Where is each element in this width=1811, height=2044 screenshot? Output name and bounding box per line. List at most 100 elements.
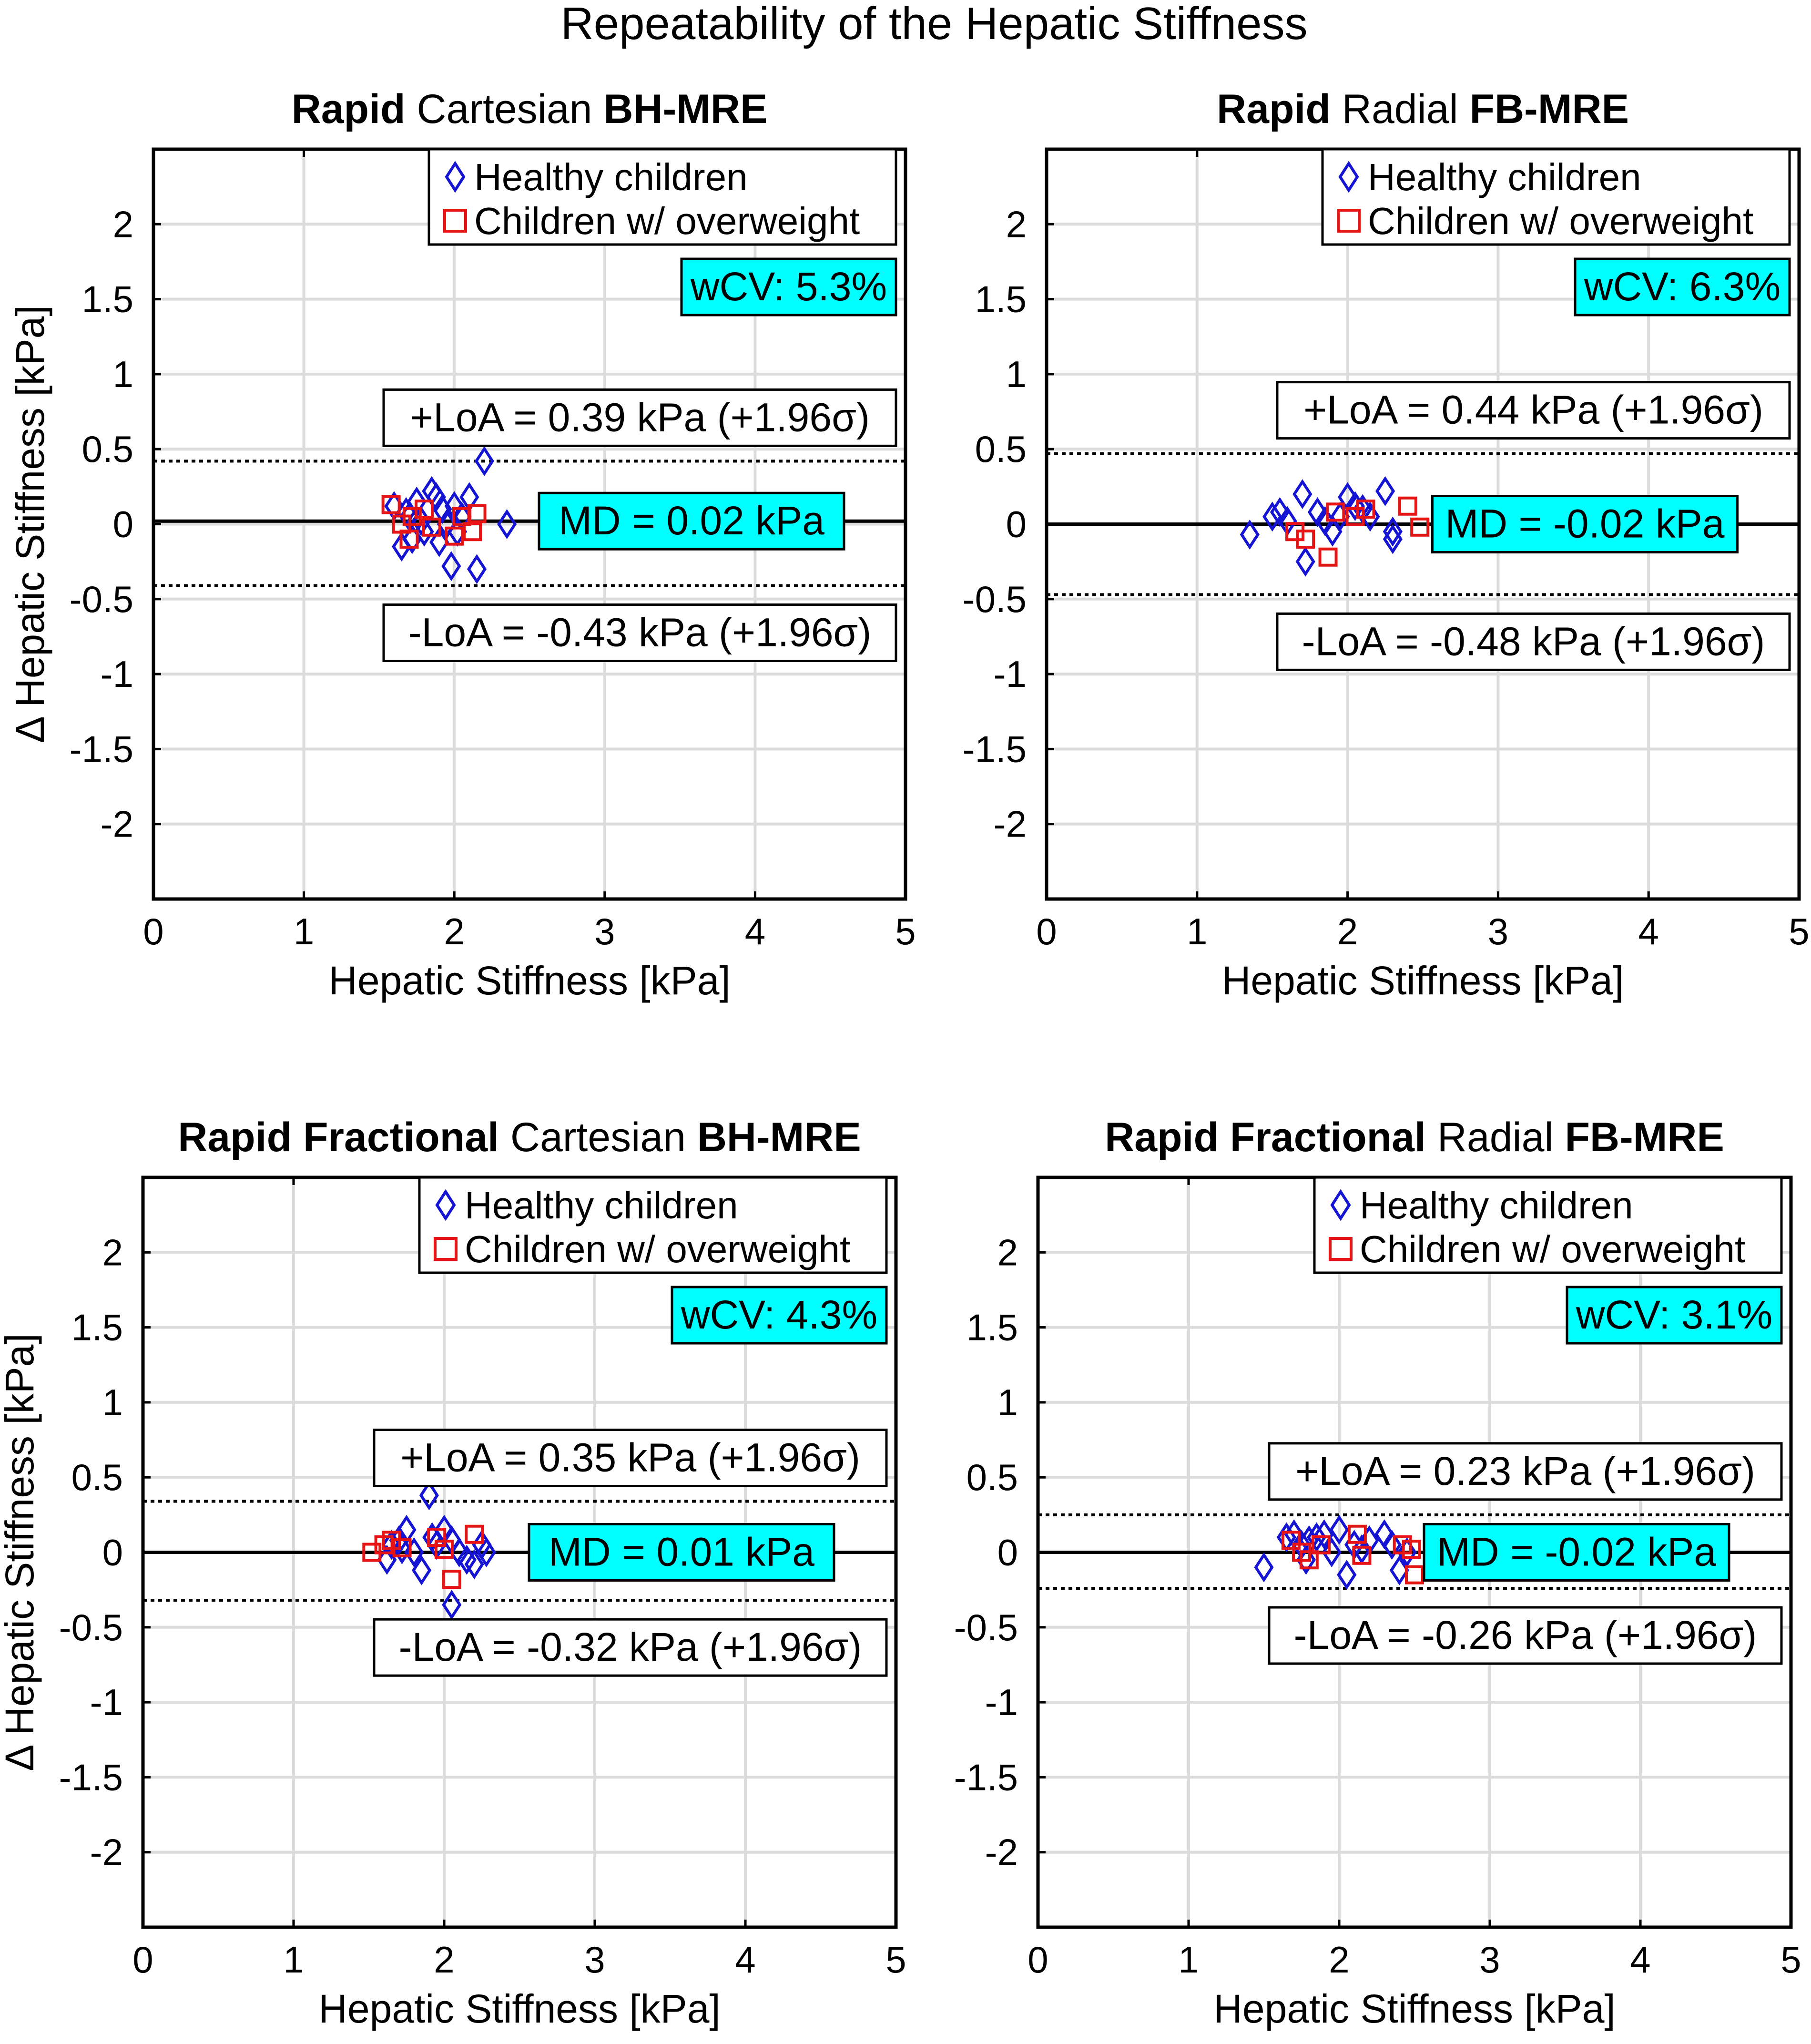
upper-loa-label: +LoA = 0.39 kPa (+1.96σ) [410,395,870,439]
overweight-point [1318,547,1338,567]
x-tick-label: 2 [434,1939,454,1981]
overweight-point [442,1570,461,1589]
panel-title-part: BH-MRE [697,1114,861,1160]
overweight-point [1410,517,1430,537]
legend-overweight-label: Children w/ overweight [474,200,860,242]
healthy-point [392,1534,412,1564]
healthy-point [1254,1552,1274,1583]
x-tick-label: 1 [294,910,314,952]
overweight-point [1312,1535,1331,1554]
healthy-point [1397,1537,1417,1567]
x-axis-label: Hepatic Stiffness [kPa] [1213,1986,1616,2031]
wcv-box [1566,1286,1783,1345]
wcv-box [1574,257,1791,317]
healthy-point [1314,1519,1334,1550]
overweight-point [465,1524,484,1544]
overweight-point [445,526,464,546]
y-tick-label: 2 [997,1231,1018,1273]
healthy-point [464,1549,484,1580]
panel-title-part: FB-MRE [1470,86,1629,132]
healthy-point [1337,1560,1357,1590]
mean-difference-box [1423,1523,1730,1582]
y-axis-label: Δ Hepatic Stiffness [kPa] [8,305,52,743]
y-tick-label: -0.5 [59,1606,123,1648]
mean-difference-box [528,1523,835,1582]
x-tick-label: 4 [1638,910,1659,952]
y-tick-label: 0.5 [82,428,133,470]
y-tick-label: -2 [994,803,1027,845]
healthy-point [1322,1537,1342,1567]
chart-panel-1: 0 1 2 3 4 5 2 1.5 1 0.5 0 -0.5 -1 -1.5 -2 Hepatic Stiff… [8,86,916,1003]
overweight-point [1299,1550,1319,1570]
x-tick-label: 3 [594,910,615,952]
y-tick-label: 1.5 [975,278,1027,320]
panel-title: Rapid Fractional Radial FB-MRE [1105,1114,1724,1160]
y-tick-label: 1.5 [967,1307,1018,1349]
overweight-point [1352,1545,1372,1565]
y-tick-label: -1 [985,1681,1018,1723]
legend-healthy-label: Healthy children [1368,156,1641,198]
y-tick-label: -2 [985,1831,1018,1873]
y-axis-label: Δ Hepatic Stiffness [kPa] [0,1333,42,1771]
overweight-point [1347,1524,1367,1544]
y-tick-label: 0 [997,1532,1018,1574]
healthy-point [389,1525,409,1555]
y-tick-label: -0.5 [954,1606,1018,1648]
legend [1321,148,1791,246]
y-tick-label: 0 [113,503,133,545]
y-tick-label: 0.5 [975,428,1027,470]
y-tick-label: -1 [101,653,133,695]
legend-overweight-square-icon [443,209,467,233]
y-tick-label: -1.5 [963,728,1027,770]
x-tick-label: 1 [283,1939,304,1981]
mean-difference-label: MD = 0.01 kPa [549,1530,814,1574]
healthy-point [1389,1555,1409,1585]
wcv-box [671,1286,888,1345]
upper-loa-box [373,1429,888,1488]
x-tick-label: 2 [1329,1939,1349,1981]
healthy-point [441,551,461,582]
overweight-point [1398,496,1417,516]
y-tick-label: -1.5 [59,1756,123,1798]
panel-title-part: Cartesian [499,1114,697,1160]
y-tick-label: -1.5 [954,1756,1018,1798]
panel-title-part: FB-MRE [1565,1114,1724,1160]
mean-difference-box [538,491,845,551]
upper-loa-box [382,388,897,447]
y-tick-label: 0 [102,1532,123,1574]
y-tick-label: -1.5 [70,728,133,770]
healthy-point [1360,501,1380,532]
healthy-point [1240,520,1260,550]
x-tick-label: 3 [1479,1939,1500,1981]
mean-difference-label: MD = -0.02 kPa [1437,1530,1716,1574]
lower-loa-box [1268,1606,1783,1665]
lower-loa-box [1276,612,1791,671]
x-tick-label: 5 [885,1939,906,1981]
y-tick-label: 0.5 [967,1456,1018,1498]
panel-title-part: Radial [1331,86,1470,132]
legend-overweight-label: Children w/ overweight [465,1228,850,1270]
overweight-point [392,1538,412,1558]
legend [427,148,897,246]
overweight-point [1326,502,1345,522]
chart-panel-2: 0 1 2 3 4 5 2 1.5 1 0.5 0 -0.5 -1 -1.5 -2 Hepatic Stiff… [963,86,1810,1003]
x-tick-label: 2 [1337,910,1358,952]
legend-healthy-diamond-icon [445,161,466,193]
healthy-point [1262,501,1282,532]
panel-title-part: BH-MRE [603,86,767,132]
legend [1313,1176,1783,1274]
healthy-point [467,554,487,584]
legend-healthy-label: Healthy children [474,156,748,198]
y-tick-label: -0.5 [963,578,1027,620]
legend-overweight-square-icon [434,1237,458,1261]
legend-healthy-diamond-icon [1330,1189,1351,1221]
x-tick-label: 0 [143,910,163,952]
upper-loa-box [1268,1442,1783,1501]
lower-loa-label: -LoA = -0.26 kPa (+1.96σ) [1294,1613,1757,1657]
healthy-point [1383,516,1403,547]
lower-loa-box [373,1618,888,1677]
x-tick-label: 3 [584,1939,605,1981]
y-tick-label: -2 [101,803,133,845]
overweight-point [399,529,419,549]
x-tick-label: 4 [745,910,765,952]
